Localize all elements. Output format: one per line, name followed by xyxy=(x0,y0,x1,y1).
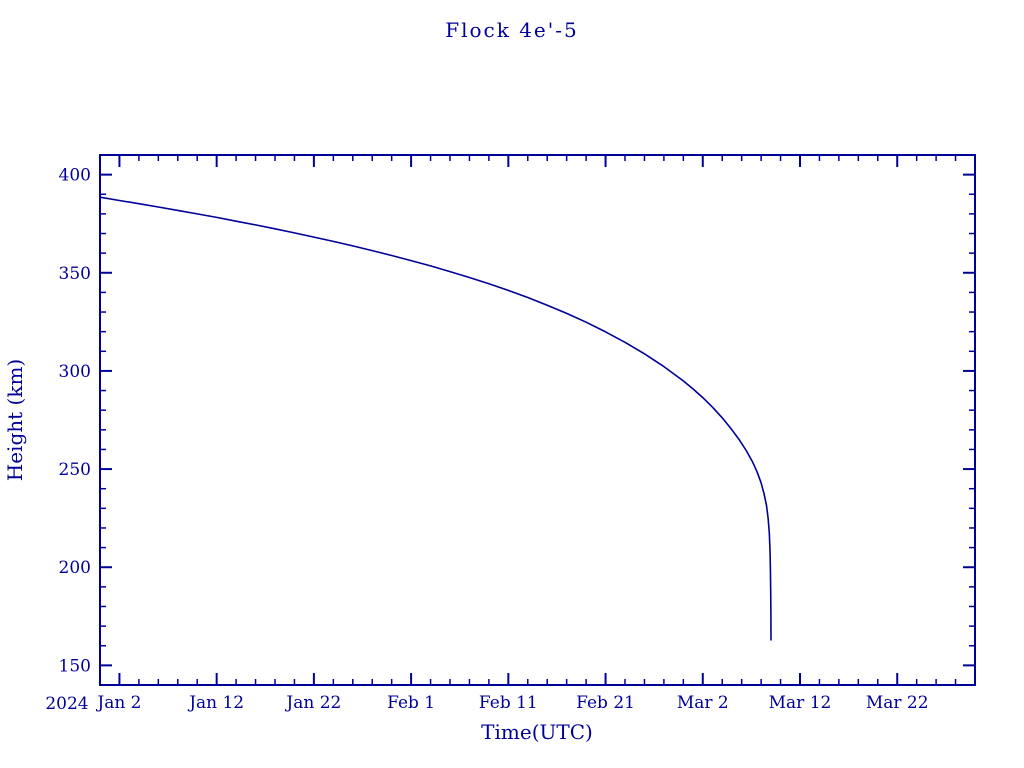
decay-curve xyxy=(99,196,772,641)
x-tick-label: Jan 2 xyxy=(95,693,141,713)
x-tick-label: Feb 11 xyxy=(479,693,538,713)
x-tick-label: Jan 22 xyxy=(284,693,341,713)
chart-title: Flock 4e'-5 xyxy=(445,18,579,42)
x-tick-label: Mar 22 xyxy=(866,693,929,713)
y-tick-label: 300 xyxy=(59,362,91,382)
year-label: 2024 xyxy=(45,694,88,714)
y-tick-label: 250 xyxy=(59,460,91,480)
y-tick-label: 350 xyxy=(59,264,91,284)
x-tick-label: Feb 1 xyxy=(387,693,435,713)
x-tick-label: Jan 12 xyxy=(187,693,244,713)
y-tick-label: 200 xyxy=(59,558,91,578)
series xyxy=(99,196,772,641)
x-tick-label: Mar 2 xyxy=(677,693,729,713)
plot-frame xyxy=(99,154,976,686)
y-axis-label: Height (km) xyxy=(3,359,27,481)
axes: Jan 2 Jan 12 Jan 22 Feb 1 Feb 11 Feb 21 Mar 2 M… xyxy=(59,154,976,713)
y-tick-label: 150 xyxy=(59,656,91,676)
x-tick-label: Mar 12 xyxy=(769,693,832,713)
y-tick-label: 400 xyxy=(59,166,91,186)
x-tick-label: Feb 21 xyxy=(576,693,635,713)
x-axis-label: Time(UTC) xyxy=(481,720,593,744)
